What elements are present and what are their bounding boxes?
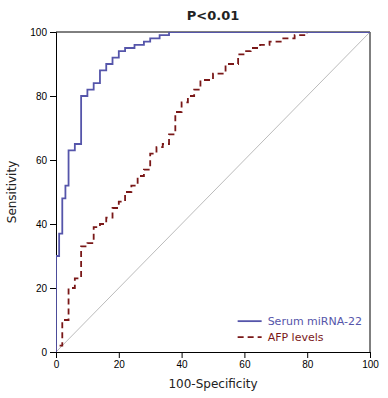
tick-label: 60 (36, 155, 48, 166)
y-axis: 0 20 40 60 80 100 (30, 27, 56, 358)
tick-mark (50, 288, 56, 289)
tick: 60 (239, 352, 251, 370)
chart: 0 20 40 60 80 100 0 20 40 60 80 100 Serum miRNA-22 AF… (0, 0, 388, 398)
plot: 0 20 40 60 80 100 0 20 40 60 80 100 Serum miRNA-22 AF… (30, 27, 379, 370)
legend-entry: Serum miRNA-22 (238, 315, 362, 328)
tick-mark (119, 352, 120, 358)
y-axis-label: Sensitivity (5, 161, 19, 223)
tick-mark (50, 96, 56, 97)
tick: 20 (36, 283, 56, 294)
tick-mark (50, 160, 56, 161)
tick-mark (307, 352, 308, 358)
tick: 80 (36, 91, 56, 102)
tick: 40 (177, 352, 189, 370)
tick: 60 (36, 155, 56, 166)
x-axis: 0 20 40 60 80 100 (54, 352, 380, 370)
lines (56, 32, 370, 352)
tick-mark (50, 32, 56, 33)
tick: 0 (41, 347, 56, 358)
legend-swatch (238, 320, 262, 322)
tick: 80 (302, 352, 314, 370)
legend-swatch (238, 336, 262, 338)
series-line (56, 32, 370, 352)
tick-label: 40 (177, 359, 189, 370)
tick-label: 40 (36, 219, 48, 230)
x-axis-label: 100-Specificity (168, 377, 257, 391)
tick: 0 (54, 352, 60, 370)
frame (370, 32, 371, 352)
tick: 40 (36, 219, 56, 230)
tick: 100 (30, 27, 56, 38)
reference-line (56, 32, 370, 352)
tick-mark (370, 352, 371, 358)
legend: Serum miRNA-22 AFP levels (238, 315, 362, 344)
tick-label: 20 (36, 283, 48, 294)
legend-label: Serum miRNA-22 (268, 315, 362, 328)
tick-label: 80 (36, 91, 48, 102)
tick-label: 20 (114, 359, 126, 370)
tick-label: 0 (54, 359, 60, 370)
tick-label: 100 (30, 27, 47, 38)
axis-line (50, 33, 57, 353)
tick-label: 60 (239, 359, 251, 370)
legend-label: AFP levels (268, 331, 324, 344)
tick-label: 100 (362, 359, 379, 370)
tick-label: 80 (302, 359, 314, 370)
tick-mark (50, 352, 56, 353)
tick-mark (244, 352, 245, 358)
tick-label: 0 (41, 347, 47, 358)
tick-mark (182, 352, 183, 358)
series-line (56, 32, 370, 352)
legend-entry: AFP levels (238, 331, 324, 344)
tick: 100 (362, 352, 379, 370)
axis-line (57, 353, 371, 359)
tick: 20 (114, 352, 126, 370)
title: P<0.01 (187, 8, 240, 23)
tick-mark (50, 224, 56, 225)
